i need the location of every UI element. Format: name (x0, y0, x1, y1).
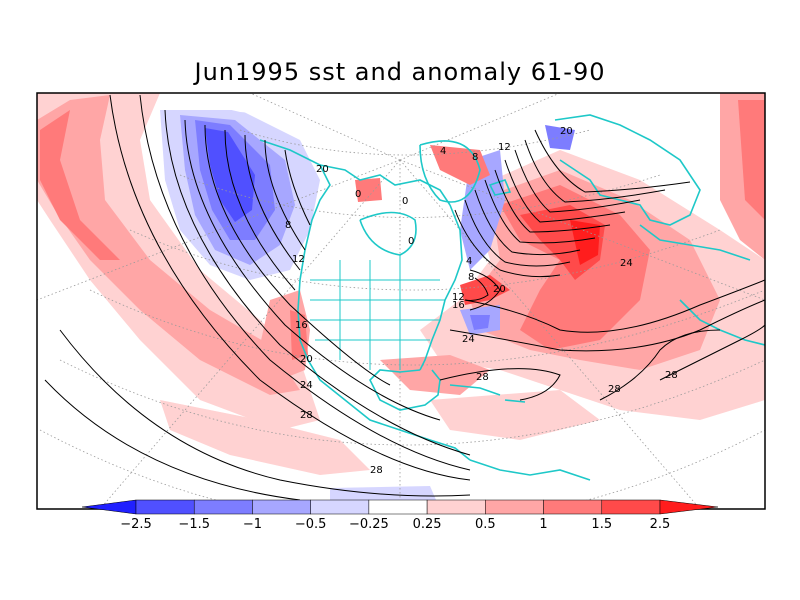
anomaly-gulfstream (460, 275, 510, 305)
contour-label: 20 (493, 284, 506, 295)
anomaly-caribbean (430, 390, 600, 440)
contour-label: 8 (285, 220, 291, 231)
contour-label: 20 (316, 164, 329, 175)
contour-label: 24 (462, 334, 475, 345)
contour-label: 4 (466, 256, 472, 267)
anomaly-pacific-west-strong (40, 110, 120, 260)
contour-label: 12 (452, 292, 465, 303)
colorbar-tick-label: −1 (243, 517, 262, 532)
anomaly-alaska-deep-blue (205, 128, 255, 222)
contour-label: 20 (560, 126, 573, 137)
colorbar-bin (310, 499, 370, 515)
contour-label: 28 (476, 372, 489, 383)
contour-label: 4 (440, 146, 446, 157)
colorbar-ticks: −2.5 −1.5 −1 −0.5 −0.25 0.25 0.5 1 1.5 2.5 (120, 517, 670, 532)
colorbar-tick-label: 1.5 (591, 517, 612, 532)
contour-label: 0 (408, 236, 414, 247)
contour-label-group: 8 12 16 20 24 28 28 20 24 24 28 28 28 20… (285, 126, 678, 476)
anomaly-trop-pacific (160, 400, 370, 475)
sst-contours (44, 94, 765, 501)
colorbar-tick-label: 1 (539, 517, 547, 532)
colorbar-tick-label: −1.5 (178, 517, 210, 532)
contour-label: 12 (292, 254, 305, 265)
colorbar-tick-label: 2.5 (650, 517, 671, 532)
contour-label: 16 (452, 300, 465, 311)
contour-label: 28 (665, 370, 678, 381)
colorbar-bin (485, 499, 544, 515)
colorbar-bin (252, 499, 311, 515)
colorbar-tick-label: 0.5 (475, 517, 496, 532)
lat-lon-grid (37, 93, 765, 509)
contour-label: 12 (498, 142, 511, 153)
contour-label: 16 (295, 320, 308, 331)
contour-label: 24 (300, 380, 313, 391)
colorbar: −2.5 −1.5 −1 −0.5 −0.25 0.25 0.5 1 1.5 2.5 (81, 499, 719, 532)
colorbar-bin (601, 499, 661, 515)
contour-label: 28 (300, 410, 313, 421)
colorbar-bin (543, 499, 603, 515)
colorbar-arrow-right (659, 499, 719, 515)
anomaly-hudson-warm (355, 178, 382, 202)
contour-label: 0 (402, 196, 408, 207)
anomaly-atlantic-core (570, 220, 600, 265)
contour-label: 8 (472, 152, 478, 163)
page-title: Jun1995 sst and anomaly 61-90 (194, 58, 606, 86)
anomaly-greenland-warm (430, 145, 490, 185)
anomaly-atlantic-cold2 (470, 315, 490, 330)
contour-label: 20 (300, 354, 313, 365)
colorbar-bins (135, 499, 661, 515)
contour-label: 28 (608, 384, 621, 395)
colorbar-tick-label: 0.25 (413, 517, 442, 532)
colorbar-bin (426, 499, 486, 515)
colorbar-bin (368, 499, 428, 515)
contour-label: 8 (468, 272, 474, 283)
contour-label: 0 (355, 189, 361, 200)
colorbar-bin (135, 499, 195, 515)
map-edge-mask-top (160, 93, 640, 120)
colorbar-tick-label: −0.5 (295, 517, 327, 532)
anomaly-barents-blue (545, 125, 575, 150)
contour-label: 28 (370, 465, 383, 476)
colorbar-tick-label: −0.25 (349, 517, 389, 532)
colorbar-bin (193, 499, 253, 515)
contour-label: 24 (620, 258, 633, 269)
colorbar-tick-label: −2.5 (120, 517, 152, 532)
anomaly-east-edge2 (738, 100, 765, 220)
